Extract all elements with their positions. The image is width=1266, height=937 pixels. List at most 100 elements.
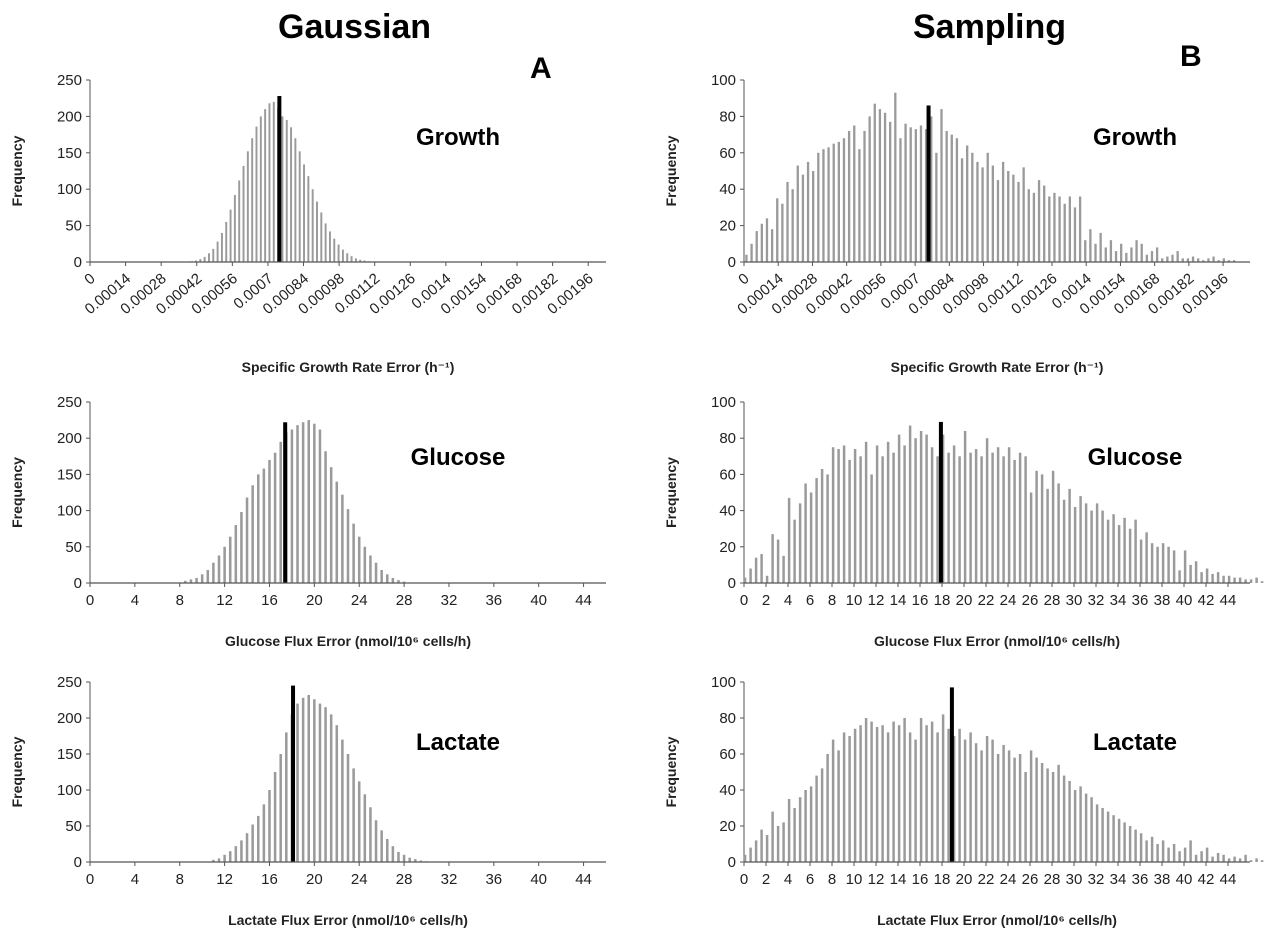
histogram-bar [837, 750, 840, 862]
x-tick-label: 10 [846, 592, 863, 609]
histogram-bar [1156, 546, 1159, 583]
histogram-bar [1140, 243, 1143, 262]
histogram-bar [1139, 833, 1143, 862]
histogram-bar [941, 434, 945, 583]
histogram-bar [363, 260, 366, 262]
mean-bar [949, 687, 954, 862]
histogram-bar [832, 143, 835, 262]
histogram-bar [755, 231, 758, 262]
histogram-bar [1227, 260, 1231, 262]
x-tick-label: 28 [396, 592, 413, 609]
histogram-bar [908, 732, 912, 862]
y-axis-label: Frequency [663, 736, 679, 807]
histogram-bar [875, 445, 879, 583]
histogram-bar [1037, 180, 1041, 262]
histogram-bar [1079, 496, 1082, 583]
histogram-bar [963, 430, 967, 583]
histogram-bar [1117, 818, 1121, 862]
histogram-bar [199, 259, 202, 262]
panel-label: Growth [1093, 124, 1177, 151]
histogram-bar [225, 221, 228, 262]
histogram-bar [251, 138, 254, 262]
histogram-bar [894, 92, 897, 263]
x-tick-label: 18 [934, 592, 951, 609]
histogram-bar [1073, 207, 1077, 262]
histogram-bar [782, 555, 785, 583]
histogram-bar [1222, 258, 1225, 262]
x-tick-label: 16 [261, 592, 278, 609]
histogram-bar [991, 452, 994, 583]
histogram-bar [1181, 258, 1184, 262]
x-tick-label: 44 [575, 871, 592, 888]
histogram-bar [397, 580, 400, 583]
histogram-bar [868, 116, 871, 263]
histogram-bar [1212, 256, 1215, 262]
histogram-bar [228, 851, 232, 862]
x-tick-label: 16 [912, 592, 929, 609]
x-tick-label: 4 [784, 871, 792, 888]
histogram-bar [793, 808, 796, 862]
x-tick-label: 42 [1198, 592, 1215, 609]
y-axis-label: Frequency [663, 135, 679, 206]
histogram-bar [301, 422, 305, 583]
histogram-bar [262, 804, 266, 862]
x-tick-label: 32 [1088, 871, 1105, 888]
x-tick-label: 40 [1176, 871, 1193, 888]
histogram-bar [1018, 754, 1022, 862]
histogram-bar [354, 258, 357, 262]
histogram-bar [1194, 854, 1198, 862]
histogram-bar [380, 569, 383, 583]
histogram-bar [313, 423, 316, 583]
histogram-bar [285, 120, 288, 262]
histogram-bar [1172, 550, 1176, 583]
histogram-bar [765, 835, 769, 862]
histogram-bar [1233, 577, 1236, 583]
histogram-bar [1128, 826, 1132, 862]
histogram-bar [195, 577, 198, 583]
x-tick-label: 14 [890, 592, 907, 609]
histogram-bar [1255, 577, 1258, 583]
histogram-bar [1128, 528, 1132, 583]
histogram-bar [216, 241, 219, 262]
histogram-bar [1202, 260, 1205, 262]
histogram-bar [1244, 854, 1247, 862]
histogram-bar [776, 198, 779, 262]
histogram-bar [212, 248, 215, 262]
histogram-bar [1106, 519, 1110, 583]
histogram-bar [341, 494, 344, 583]
histogram-bar [1238, 858, 1242, 862]
histogram-bar [290, 429, 294, 583]
histogram-bar [776, 539, 780, 583]
y-tick-label: 200 [57, 710, 82, 727]
histogram-bar [206, 569, 210, 583]
histogram-bar [1227, 858, 1231, 862]
x-tick-label: 22 [978, 592, 995, 609]
histogram-bar [1233, 856, 1236, 862]
histogram-bar [908, 425, 912, 583]
histogram-bar [324, 451, 327, 583]
histogram-bar [1079, 786, 1082, 862]
histogram-bar [1155, 247, 1159, 262]
histogram-bar [301, 697, 305, 862]
histogram-bar [246, 151, 249, 262]
histogram-bar [743, 577, 747, 583]
histogram-bar [958, 456, 961, 583]
histogram-bar [1205, 568, 1209, 583]
histogram-bar [1017, 181, 1020, 262]
histogram-bar [1029, 750, 1033, 862]
histogram-bar [1200, 851, 1203, 862]
histogram-bar [1032, 192, 1036, 262]
x-tick-label: 32 [441, 871, 458, 888]
histogram-bar [1063, 203, 1066, 262]
histogram-bar [952, 736, 956, 862]
histogram-bar [1260, 581, 1264, 583]
histogram-bar [1145, 840, 1148, 862]
histogram-bar [1139, 539, 1143, 583]
x-axis-label: Lactate Flux Error (nmol/10⁶ cells/h) [228, 912, 468, 928]
histogram-bar [1040, 474, 1044, 583]
x-tick-label: 28 [396, 871, 413, 888]
x-tick-label: 26 [1022, 592, 1039, 609]
histogram-bar [1007, 750, 1011, 862]
histogram-bar [1249, 579, 1253, 583]
histogram-bar [369, 555, 372, 583]
